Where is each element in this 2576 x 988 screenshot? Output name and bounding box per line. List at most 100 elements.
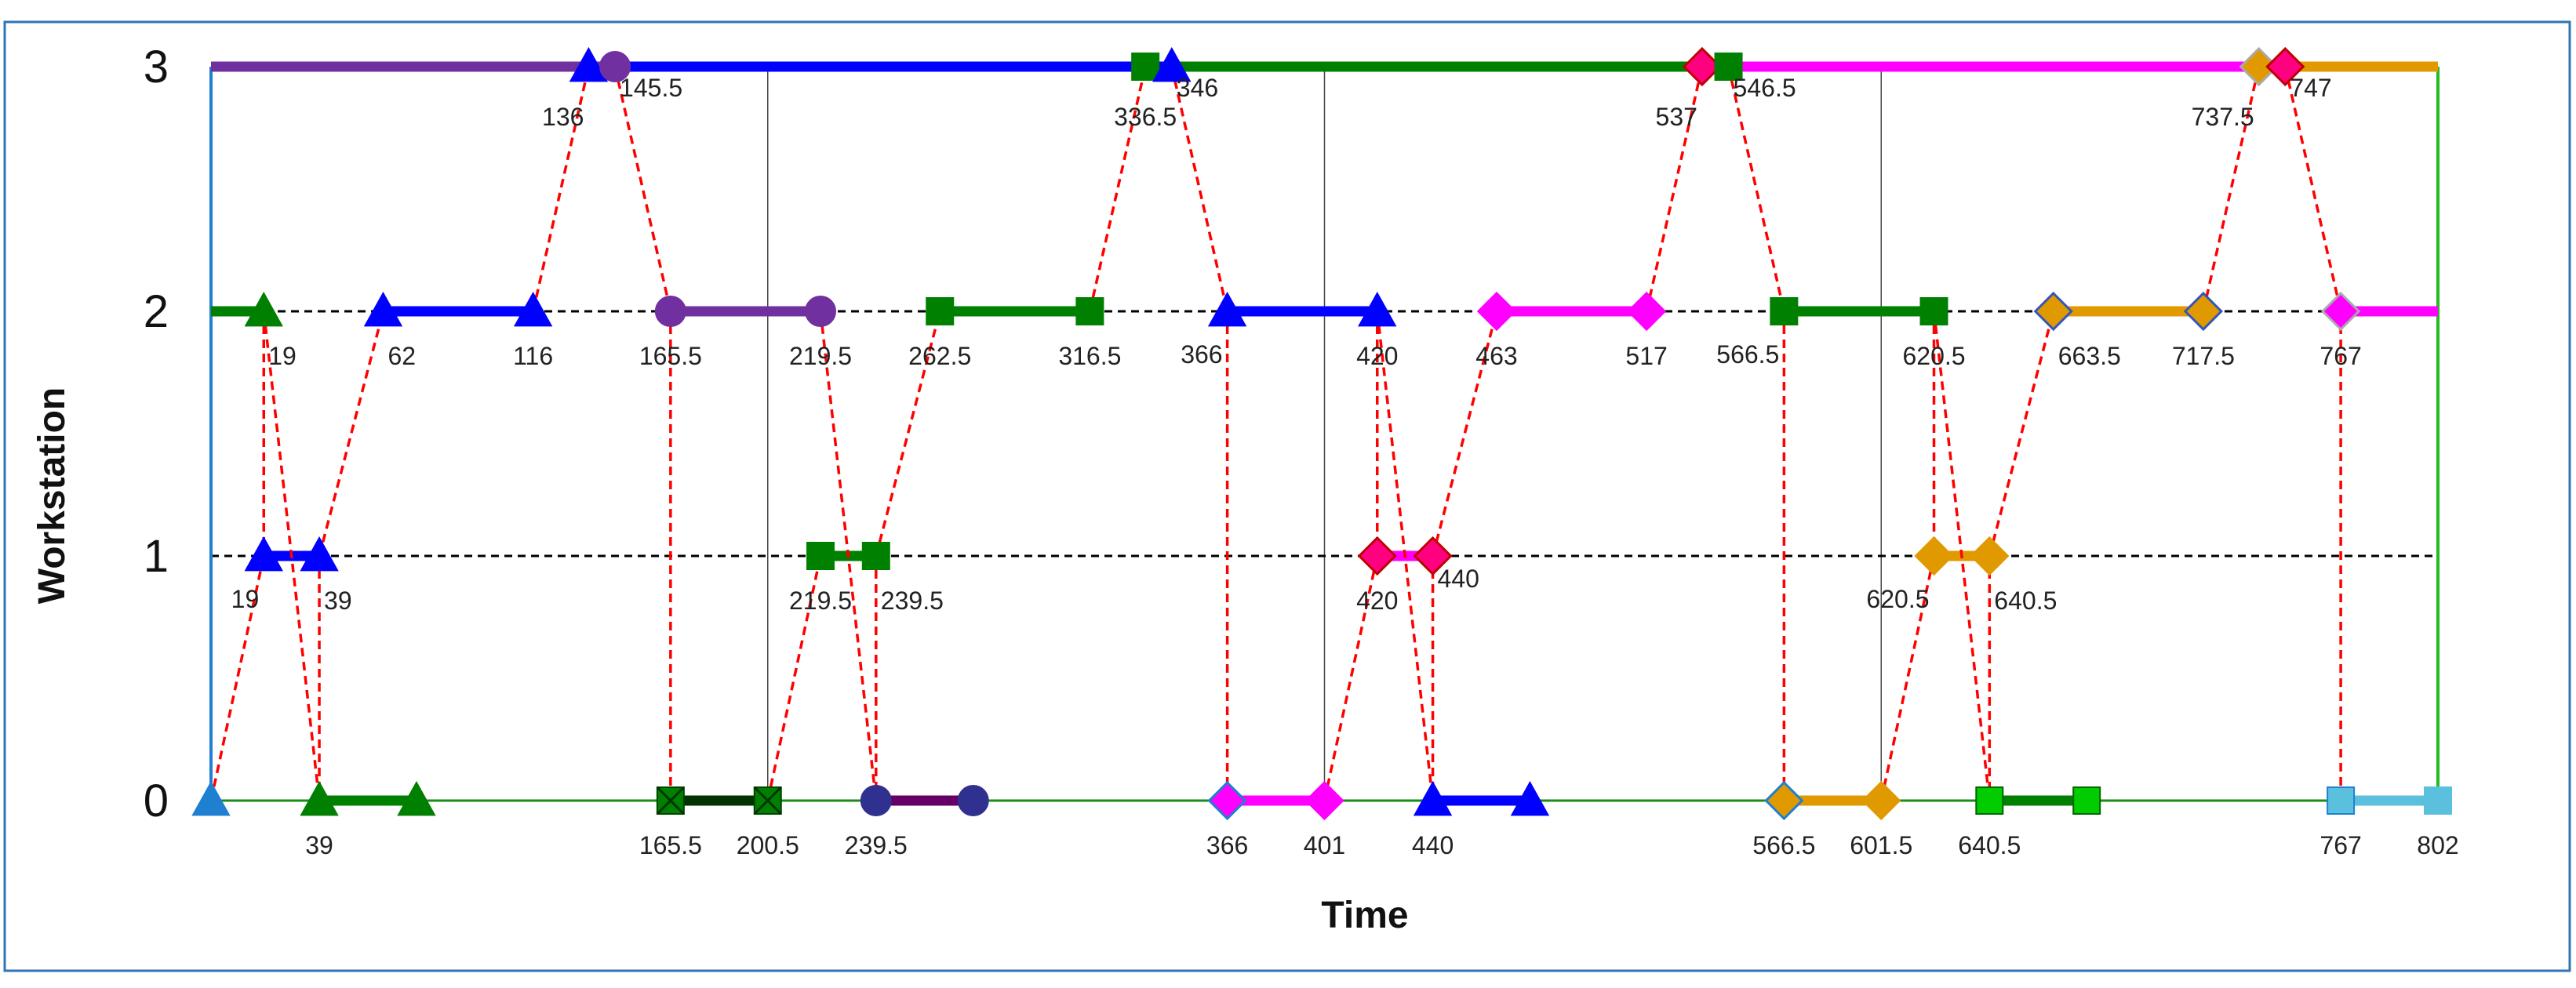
triangle-marker — [244, 291, 283, 327]
x-axis-title: Time — [1321, 895, 1408, 936]
circle-marker — [957, 785, 989, 816]
square-marker — [806, 542, 835, 570]
square-marker — [926, 297, 955, 325]
triangle-marker — [513, 291, 553, 327]
data-label: 165.5 — [639, 342, 702, 370]
square-marker — [1975, 786, 2004, 815]
y-tick-label: 0 — [144, 776, 169, 826]
connector-line — [1376, 311, 1435, 801]
data-label: 737.5 — [2192, 103, 2254, 131]
data-label: 39 — [305, 831, 333, 859]
xsquare-cross — [753, 786, 782, 815]
square-marker — [1131, 53, 1160, 81]
triangle-marker — [363, 291, 403, 327]
triangle-marker — [191, 780, 231, 816]
data-label: 420 — [1356, 587, 1398, 615]
circle-marker — [654, 296, 686, 327]
data-label: 640.5 — [1994, 587, 2057, 615]
data-label: 19 — [231, 585, 260, 613]
data-label: 116 — [513, 342, 553, 370]
triangle-marker — [1152, 46, 1192, 82]
triangle-marker — [300, 780, 339, 816]
data-label: 420 — [1356, 342, 1398, 370]
data-label: 316.5 — [1058, 342, 1121, 370]
square-marker — [1770, 297, 1799, 325]
xsquare-cross — [656, 786, 685, 815]
connector-line — [262, 311, 321, 801]
diamond-marker — [1413, 536, 1453, 576]
data-label: 566.5 — [1716, 340, 1779, 369]
y-tick-label: 1 — [144, 531, 169, 582]
square-marker — [1714, 53, 1743, 81]
data-label: 145.5 — [620, 74, 682, 102]
diamond-marker — [2033, 291, 2073, 332]
triangle-marker — [569, 46, 609, 82]
data-label: 620.5 — [1902, 342, 1965, 370]
diamond-marker — [1682, 46, 1723, 87]
data-label: 663.5 — [2058, 342, 2121, 370]
data-label: 601.5 — [1850, 831, 1912, 859]
y-tick-label: 3 — [144, 42, 169, 93]
square-marker — [2424, 786, 2452, 815]
diamond-marker — [1357, 536, 1397, 576]
triangle-marker — [244, 536, 283, 572]
data-label: 39 — [324, 587, 352, 615]
data-label: 219.5 — [789, 342, 852, 370]
diamond-marker — [1476, 291, 1517, 332]
diamond-marker — [1861, 780, 1901, 821]
data-label: 200.5 — [737, 831, 799, 859]
diamond-marker — [1970, 536, 2010, 576]
circle-marker — [599, 51, 631, 82]
data-label: 802 — [2417, 831, 2458, 859]
diamond-marker — [2183, 291, 2223, 332]
triangle-marker — [397, 780, 436, 816]
data-label: 401 — [1304, 831, 1345, 859]
connector-line — [819, 311, 878, 801]
data-label: 537 — [1656, 103, 1697, 131]
data-label: 767 — [2319, 342, 2361, 370]
data-label: 366 — [1181, 340, 1222, 369]
data-label: 620.5 — [1866, 585, 1929, 613]
triangle-marker — [300, 536, 339, 572]
data-label: 336.5 — [1114, 103, 1177, 131]
data-label: 136 — [542, 103, 584, 131]
square-marker — [861, 542, 890, 570]
diamond-marker — [1304, 780, 1344, 821]
event-markers — [191, 46, 2452, 821]
triangle-marker — [1413, 780, 1453, 816]
data-label: 546.5 — [1734, 74, 1796, 102]
data-label: 463 — [1475, 342, 1517, 370]
triangle-marker — [1358, 291, 1397, 327]
data-label: 440 — [1438, 565, 1479, 593]
data-label: 717.5 — [2172, 342, 2235, 370]
diamond-marker — [2265, 46, 2305, 87]
diamond-marker — [1764, 780, 1804, 821]
circle-marker — [805, 296, 837, 327]
diamond-marker — [2320, 291, 2361, 332]
y-axis-ticks: 0 1 2 3 — [144, 42, 169, 826]
square-marker — [2072, 786, 2101, 815]
data-label: 19 — [268, 342, 297, 370]
chart-frame — [3, 20, 2571, 972]
y-axis-title: Workstation — [31, 387, 73, 604]
data-label: 239.5 — [845, 831, 908, 859]
triangle-marker — [1207, 291, 1247, 327]
circle-marker — [860, 785, 892, 816]
square-marker — [2327, 786, 2356, 815]
diamond-marker — [1207, 780, 1247, 821]
data-label: 239.5 — [881, 587, 944, 615]
data-label: 767 — [2319, 831, 2361, 859]
square-marker — [1919, 297, 1948, 325]
triangle-marker — [1510, 780, 1550, 816]
data-label: 219.5 — [789, 587, 852, 615]
data-label: 262.5 — [908, 342, 971, 370]
data-label: 366 — [1206, 831, 1248, 859]
data-label: 440 — [1412, 831, 1454, 859]
data-label: 566.5 — [1752, 831, 1815, 859]
y-tick-label: 2 — [144, 286, 169, 337]
square-marker — [1075, 297, 1104, 325]
transfer-connectors — [209, 66, 2342, 801]
diamond-marker — [1914, 536, 1954, 576]
